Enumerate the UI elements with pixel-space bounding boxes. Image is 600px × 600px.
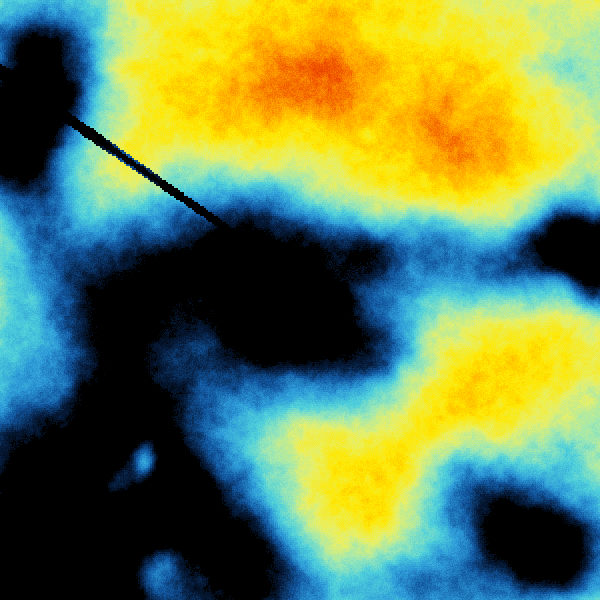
false-color-image-viewport[interactable] [0,0,600,600]
false-color-raster-canvas[interactable] [0,0,600,600]
